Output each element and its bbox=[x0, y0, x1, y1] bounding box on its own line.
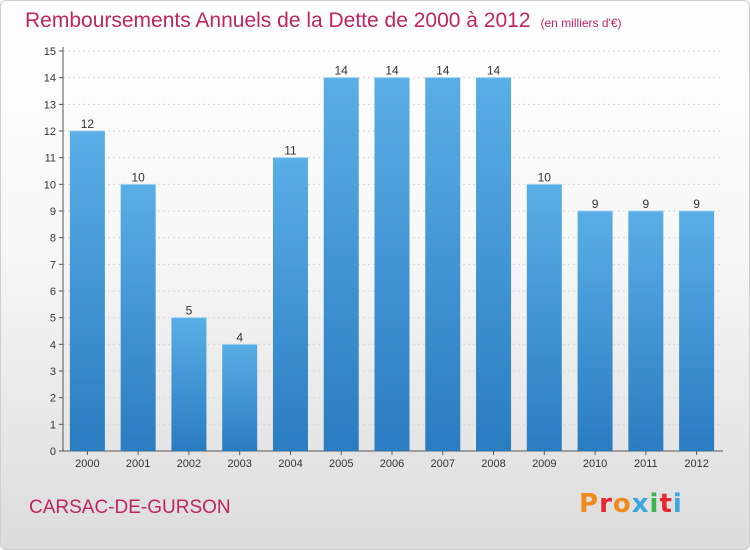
bar-value-label: 9 bbox=[693, 197, 700, 211]
y-tick-label: 14 bbox=[44, 73, 56, 85]
brand-letter: i bbox=[649, 489, 660, 519]
y-tick-label: 10 bbox=[44, 179, 56, 191]
y-tick-label: 9 bbox=[50, 206, 56, 218]
brand-letter: i bbox=[672, 489, 683, 519]
y-tick-label: 13 bbox=[44, 99, 56, 111]
bar bbox=[272, 157, 308, 451]
bar bbox=[577, 211, 613, 451]
y-tick-label: 7 bbox=[50, 259, 56, 271]
bar-value-label: 14 bbox=[436, 64, 450, 78]
bar bbox=[374, 77, 410, 452]
x-tick-label: 2002 bbox=[177, 458, 201, 470]
y-tick-label: 3 bbox=[50, 366, 56, 378]
bar-value-label: 10 bbox=[131, 170, 145, 184]
bar bbox=[679, 211, 715, 451]
data-labels: 12 10 5 4 11 14 14 14 14 10 9 9 9 bbox=[81, 64, 701, 345]
chart-title: Remboursements Annuels de la Dette de 20… bbox=[25, 9, 622, 33]
bar bbox=[323, 77, 359, 452]
brand-letter: t bbox=[659, 489, 673, 519]
y-tick-label: 0 bbox=[50, 446, 56, 458]
y-tick-label: 15 bbox=[44, 46, 56, 58]
brand-letter: r bbox=[599, 489, 613, 519]
x-tick-label: 2006 bbox=[380, 458, 404, 470]
y-tick-label: 11 bbox=[45, 153, 56, 165]
brand-logo: Proxiti bbox=[579, 489, 683, 519]
bar-value-label: 10 bbox=[538, 170, 552, 184]
bar-value-label: 5 bbox=[186, 304, 193, 318]
bar-value-label: 14 bbox=[487, 64, 501, 78]
bar-value-label: 4 bbox=[236, 330, 243, 344]
brand-letter: x bbox=[631, 489, 650, 519]
x-tick-label: 2009 bbox=[532, 458, 556, 470]
brand-letter: P bbox=[579, 489, 600, 519]
y-tick-label: 2 bbox=[50, 393, 56, 405]
x-tick-label: 2004 bbox=[278, 458, 302, 470]
x-tick-label: 2007 bbox=[431, 458, 455, 470]
x-tick-label: 2001 bbox=[126, 458, 150, 470]
bar bbox=[476, 77, 512, 452]
x-tick-label: 2011 bbox=[634, 458, 658, 470]
bar bbox=[69, 131, 105, 451]
x-tick-label: 2012 bbox=[684, 458, 708, 470]
y-tick-label: 5 bbox=[50, 313, 56, 325]
y-tick-label: 1 bbox=[50, 419, 56, 431]
bar bbox=[120, 184, 156, 452]
x-tick-label: 2005 bbox=[329, 458, 353, 470]
brand-letter: o bbox=[612, 489, 632, 519]
city-name: CARSAC-DE-GURSON bbox=[29, 497, 231, 518]
bars bbox=[69, 77, 715, 452]
bar bbox=[425, 77, 461, 452]
chart-title-text: Remboursements Annuels de la Dette de 20… bbox=[25, 9, 531, 32]
x-tick-label: 2010 bbox=[583, 458, 607, 470]
y-tick-label: 8 bbox=[50, 233, 56, 245]
bar bbox=[628, 211, 664, 451]
bar-value-label: 14 bbox=[335, 64, 349, 78]
x-tick-label: 2003 bbox=[227, 458, 251, 470]
bar-value-label: 9 bbox=[592, 197, 599, 211]
chart-unit: (en milliers d'€) bbox=[540, 16, 622, 30]
y-tick-label: 6 bbox=[50, 286, 56, 298]
bar-value-label: 11 bbox=[284, 144, 297, 158]
bar bbox=[526, 184, 562, 452]
bar-value-label: 9 bbox=[643, 197, 650, 211]
x-tick-label: 2000 bbox=[75, 458, 99, 470]
bar-value-label: 12 bbox=[81, 117, 95, 131]
y-tick-label: 4 bbox=[50, 339, 56, 351]
bar bbox=[222, 344, 258, 451]
y-tick-label: 12 bbox=[44, 126, 56, 138]
x-tick-label: 2008 bbox=[481, 458, 505, 470]
bar bbox=[171, 317, 207, 451]
bar-value-label: 14 bbox=[385, 64, 399, 78]
